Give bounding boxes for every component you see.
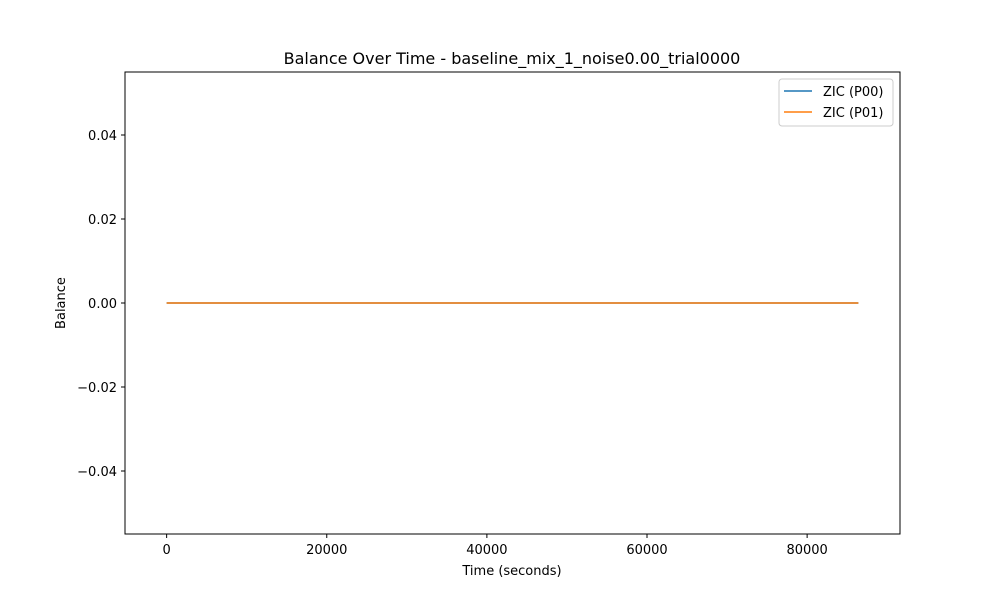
y-axis: 0.04 0.02 0.00 −0.02 −0.04 bbox=[77, 129, 125, 480]
x-tick-label: 60000 bbox=[626, 543, 667, 558]
x-tick-label: 80000 bbox=[786, 543, 827, 558]
chart-title: Balance Over Time - baseline_mix_1_noise… bbox=[284, 49, 741, 69]
x-axis: 0 20000 40000 60000 80000 bbox=[162, 534, 828, 558]
x-axis-label: Time (seconds) bbox=[461, 564, 561, 579]
y-tick-label: 0.04 bbox=[88, 129, 117, 144]
y-tick-label: −0.02 bbox=[77, 381, 117, 396]
legend: ZIC (P00) ZIC (P01) bbox=[778, 78, 894, 127]
y-tick-label: 0.02 bbox=[88, 213, 117, 228]
legend-label-0: ZIC (P00) bbox=[823, 85, 883, 100]
y-axis-label: Balance bbox=[54, 277, 69, 329]
x-tick-label: 20000 bbox=[306, 543, 347, 558]
x-tick-label: 40000 bbox=[466, 543, 507, 558]
legend-label-1: ZIC (P01) bbox=[823, 106, 883, 121]
y-tick-label: 0.00 bbox=[88, 297, 117, 312]
y-tick-label: −0.04 bbox=[77, 465, 117, 480]
x-tick-label: 0 bbox=[162, 543, 170, 558]
